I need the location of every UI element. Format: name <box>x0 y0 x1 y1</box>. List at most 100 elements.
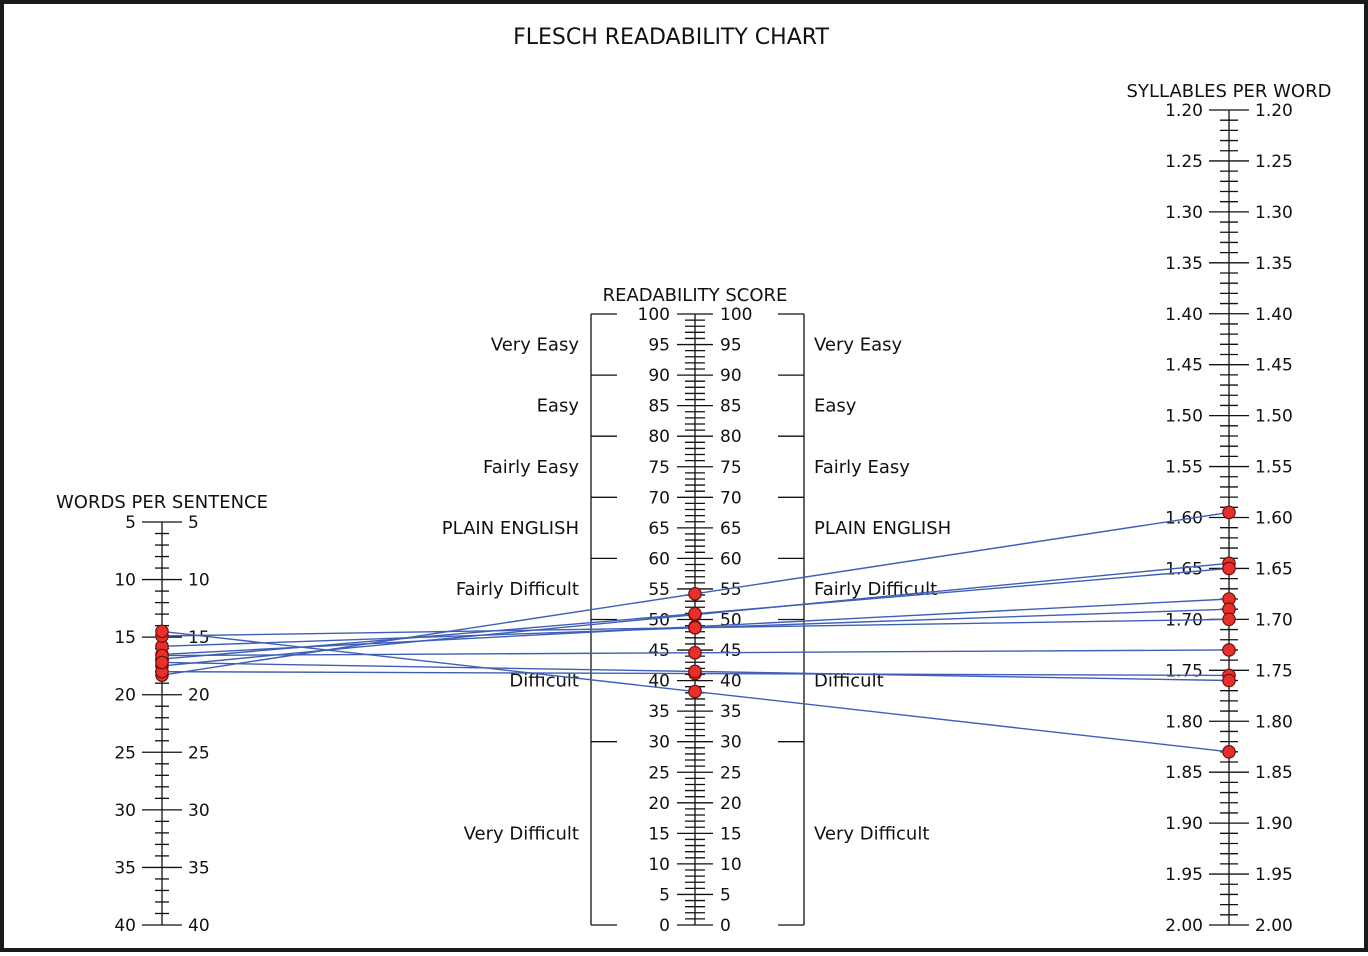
score-tick-label-right: 15 <box>720 824 742 844</box>
syllables-tick-label-right: 1.30 <box>1255 203 1293 223</box>
band-label-left-fairly-easy: Fairly Easy <box>483 457 579 478</box>
score-tick-label-right: 75 <box>720 458 742 478</box>
syllables-tick-label-right: 1.35 <box>1255 254 1293 274</box>
words-tick-label-left: 20 <box>114 686 136 706</box>
words-tick-label-left: 15 <box>114 628 136 648</box>
score-tick-label-right: 80 <box>720 427 742 447</box>
score-tick-label-right: 5 <box>720 885 731 905</box>
sample-marker-syllables <box>1222 561 1236 576</box>
band-label-left-plain-english: PLAIN ENGLISH <box>442 518 579 539</box>
score-tick-label-right: 60 <box>720 549 742 569</box>
syllables-tick-label-right: 1.60 <box>1255 509 1293 529</box>
band-label-right-difficult: Difficult <box>814 671 884 692</box>
syllables-axis-title: SYLLABLES PER WORD <box>1127 81 1332 102</box>
score-tick-label-right: 0 <box>720 916 731 936</box>
band-label-left-very-difficult: Very Difficult <box>464 823 579 844</box>
syllables-tick-label-left: 1.65 <box>1165 559 1203 579</box>
syllables-tick-label-left: 2.00 <box>1165 916 1203 936</box>
words-tick-label-right: 10 <box>188 571 210 591</box>
score-tick-label-right: 85 <box>720 397 742 417</box>
syllables-tick-label-left: 1.90 <box>1165 814 1203 834</box>
words-tick-label-left: 30 <box>114 801 136 821</box>
syllables-tick-label-right: 1.90 <box>1255 814 1293 834</box>
words-tick-label-right: 5 <box>188 513 199 533</box>
score-tick-label-right: 10 <box>720 855 742 875</box>
words-tick-label-left: 40 <box>114 916 136 936</box>
score-tick-label-right: 35 <box>720 702 742 722</box>
score-tick-label-right: 25 <box>720 763 742 783</box>
syllables-tick-label-left: 1.35 <box>1165 254 1203 274</box>
score-tick-label-left: 20 <box>648 794 670 814</box>
band-label-left-very-easy: Very Easy <box>491 335 580 356</box>
sample-marker-words <box>155 655 169 670</box>
band-label-right-plain-english: PLAIN ENGLISH <box>814 518 951 539</box>
sample-marker-score <box>688 645 702 660</box>
score-tick-label-right: 20 <box>720 794 742 814</box>
words-tick-label-right: 25 <box>188 743 210 763</box>
score-tick-label-right: 65 <box>720 519 742 539</box>
syllables-tick-label-left: 1.75 <box>1165 661 1203 681</box>
score-tick-label-left: 25 <box>648 763 670 783</box>
score-tick-label-right: 70 <box>720 488 742 508</box>
sample-marker-score <box>688 620 702 635</box>
flesch-nomogram: FLESCH READABILITY CHART WORDS PER SENTE… <box>56 25 1331 936</box>
syllables-tick-label-left: 1.80 <box>1165 712 1203 732</box>
syllables-tick-label-left: 1.95 <box>1165 865 1203 885</box>
syllables-tick-label-right: 1.45 <box>1255 356 1293 376</box>
score-tick-label-left: 50 <box>648 611 670 631</box>
words-tick-label-right: 20 <box>188 686 210 706</box>
sample-marker-score <box>688 587 702 601</box>
score-tick-label-left: 95 <box>648 336 670 356</box>
score-tick-label-left: 60 <box>648 549 670 569</box>
score-tick-label-right: 45 <box>720 641 742 661</box>
words-tick-label-right: 40 <box>188 916 210 936</box>
syllables-tick-label-left: 1.25 <box>1165 152 1203 172</box>
syllables-tick-label-left: 1.45 <box>1165 356 1203 376</box>
syllables-tick-label-right: 1.75 <box>1255 661 1293 681</box>
syllables-tick-label-right: 1.95 <box>1255 865 1293 885</box>
sample-marker-words <box>155 624 169 639</box>
sample-marker-score <box>688 606 702 621</box>
band-label-right-easy: Easy <box>814 396 857 417</box>
score-tick-label-left: 65 <box>648 519 670 539</box>
score-tick-label-left: 80 <box>648 427 670 447</box>
score-tick-label-left: 35 <box>648 702 670 722</box>
words-tick-label-left: 5 <box>125 513 136 533</box>
words-tick-label-right: 35 <box>188 858 210 878</box>
score-tick-label-left: 5 <box>659 885 670 905</box>
syllables-tick-label-left: 1.40 <box>1165 305 1203 325</box>
score-tick-label-left: 30 <box>648 733 670 753</box>
syllables-tick-label-right: 1.25 <box>1255 152 1293 172</box>
syllables-tick-label-right: 1.70 <box>1255 610 1293 630</box>
syllables-tick-label-right: 1.40 <box>1255 305 1293 325</box>
score-tick-label-left: 0 <box>659 916 670 936</box>
score-tick-label-right: 100 <box>720 305 752 325</box>
score-tick-label-left: 75 <box>648 458 670 478</box>
syllables-tick-label-left: 1.60 <box>1165 509 1203 529</box>
syllables-tick-label-left: 1.30 <box>1165 203 1203 223</box>
score-tick-label-right: 55 <box>720 580 742 600</box>
sample-marker-syllables <box>1222 673 1236 688</box>
sample-marker-score <box>688 664 702 679</box>
sample-marker-syllables <box>1222 612 1236 627</box>
score-tick-label-right: 90 <box>720 366 742 386</box>
band-label-left-fairly-difficult: Fairly Difficult <box>456 579 579 600</box>
sample-marker-syllables <box>1222 505 1236 520</box>
score-axis-title: READABILITY SCORE <box>603 285 788 306</box>
syllables-tick-label-right: 1.50 <box>1255 407 1293 427</box>
score-tick-label-left: 55 <box>648 580 670 600</box>
score-tick-label-left: 45 <box>648 641 670 661</box>
score-tick-label-left: 90 <box>648 366 670 386</box>
sample-marker-syllables <box>1222 643 1236 657</box>
score-tick-label-left: 10 <box>648 855 670 875</box>
chart-title: FLESCH READABILITY CHART <box>513 25 829 50</box>
syllables-tick-label-right: 1.80 <box>1255 712 1293 732</box>
score-tick-label-left: 85 <box>648 397 670 417</box>
sample-marker-syllables <box>1222 745 1236 759</box>
words-tick-label-left: 25 <box>114 743 136 763</box>
band-label-left-easy: Easy <box>537 396 580 417</box>
score-tick-label-left: 100 <box>638 305 670 325</box>
sample-marker-score <box>688 684 702 699</box>
